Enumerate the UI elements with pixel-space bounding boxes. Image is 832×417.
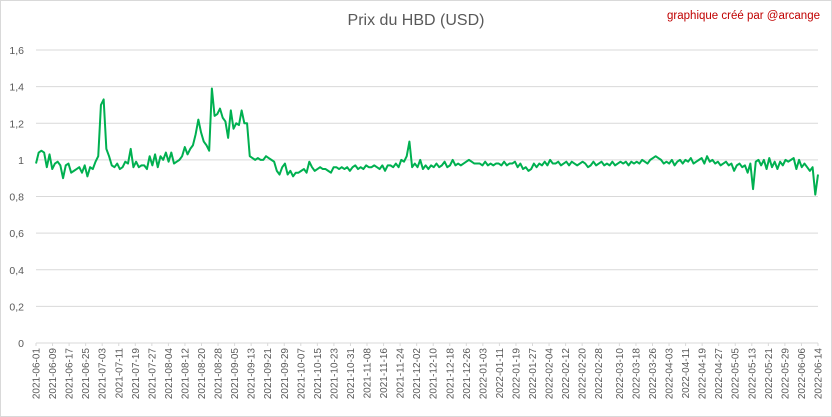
x-tick-label: 2022-06-14 <box>814 348 825 400</box>
y-tick-label: 0,4 <box>9 265 24 277</box>
x-tick-label: 2022-01-03 <box>478 348 489 400</box>
plot-area <box>35 87 819 196</box>
x-tick-label: 2022-02-28 <box>594 348 605 400</box>
x-tick-label: 2022-02-04 <box>545 348 556 400</box>
x-tick-label: 2021-10-31 <box>346 348 357 400</box>
x-tick-label: 2021-10-15 <box>313 348 324 400</box>
x-tick-label: 2022-03-10 <box>615 348 626 400</box>
x-tick-label: 2021-06-01 <box>32 348 43 400</box>
x-tick-label: 2022-04-19 <box>698 348 709 400</box>
y-tick-label: 0 <box>18 338 24 350</box>
x-tick-label: 2021-07-19 <box>131 348 142 400</box>
x-tick-label: 2022-05-29 <box>780 348 791 400</box>
x-tick-label: 2021-11-16 <box>379 348 390 399</box>
y-tick-label: 0,6 <box>9 228 24 240</box>
x-tick-label: 2021-12-26 <box>462 348 473 400</box>
x-tick-label: 2021-06-09 <box>48 348 59 400</box>
x-tick-label: 2021-08-20 <box>197 348 208 400</box>
x-tick-label: 2021-08-12 <box>180 348 191 400</box>
x-tick-label: 2021-08-04 <box>164 348 175 400</box>
x-tick-label: 2021-06-17 <box>65 348 76 400</box>
x-tick-label: 2021-10-07 <box>296 348 307 400</box>
y-tick-label: 1 <box>18 155 24 167</box>
x-tick-label: 2021-12-18 <box>445 348 456 400</box>
y-tick-label: 0,8 <box>9 192 24 204</box>
x-tick-label: 2022-02-20 <box>578 348 589 400</box>
x-tick-label: 2021-12-10 <box>429 348 440 400</box>
x-tick-label: 2022-05-05 <box>731 348 742 400</box>
x-tick-label: 2021-09-05 <box>230 348 241 400</box>
x-tick-label: 2022-05-21 <box>764 348 775 400</box>
x-tick-label: 2022-01-11 <box>495 348 506 399</box>
chart-credit: graphique créé par @arcange <box>667 10 820 22</box>
x-tick-label: 2022-05-13 <box>747 348 758 400</box>
x-tick-label: 2022-04-03 <box>665 348 676 400</box>
x-tick-label: 2021-07-11 <box>114 348 125 399</box>
y-tick-label: 0,2 <box>9 301 24 313</box>
x-tick-label: 2021-09-21 <box>263 348 274 400</box>
x-tick-label: 2022-02-12 <box>561 348 572 400</box>
x-tick-label: 2022-03-18 <box>631 348 642 400</box>
x-tick-label: 2022-06-06 <box>797 348 808 400</box>
y-tick-label: 1,6 <box>9 45 24 57</box>
x-tick-label: 2021-11-24 <box>396 348 407 399</box>
gridlines <box>36 49 818 344</box>
y-axis: 0 0,2 0,4 0,6 0,8 1 1,2 1,4 1,6 <box>9 45 24 350</box>
x-tick-label: 2021-09-13 <box>247 348 258 400</box>
x-tick-label: 2022-03-26 <box>648 348 659 400</box>
x-tick-label: 2022-01-19 <box>511 348 522 400</box>
x-tick-label: 2021-11-08 <box>363 348 374 399</box>
x-tick-label: 2021-06-25 <box>81 348 92 400</box>
series-line <box>35 87 819 196</box>
x-axis: 2021-06-01 2021-06-09 2021-06-17 2021-06-25… <box>32 343 825 399</box>
x-tick-label: 2021-10-23 <box>329 348 340 400</box>
x-tick-label: 2021-09-29 <box>280 348 291 400</box>
chart-title: Prix du HBD (USD) <box>347 12 485 29</box>
x-tick-label: 2021-08-28 <box>214 348 225 400</box>
x-tick-label: 2022-04-11 <box>681 348 692 399</box>
x-tick-label: 2021-12-02 <box>412 348 423 400</box>
y-tick-label: 1,4 <box>9 82 24 94</box>
y-tick-label: 1,2 <box>9 118 24 130</box>
x-tick-label: 2021-07-27 <box>147 348 158 400</box>
x-tick-label: 2021-07-03 <box>98 348 109 400</box>
x-tick-label: 2022-04-27 <box>714 348 725 400</box>
x-tick-label: 2022-01-27 <box>528 348 539 400</box>
